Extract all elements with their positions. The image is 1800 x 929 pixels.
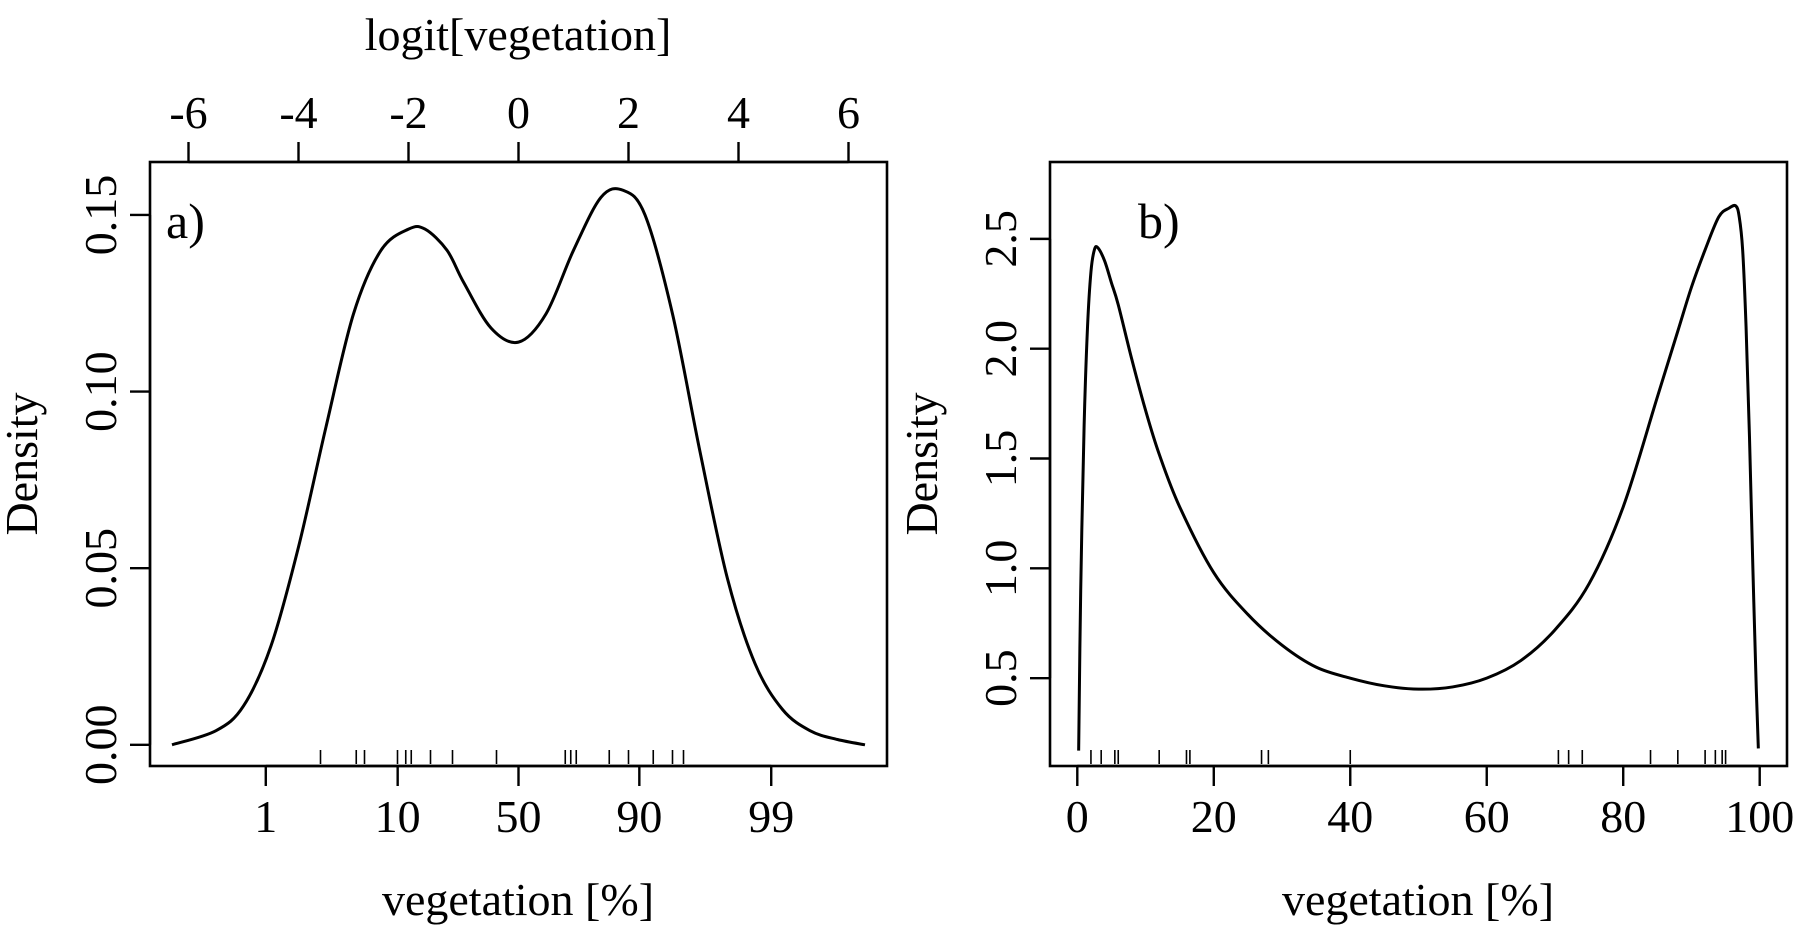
y-tick-label: 2.0 (975, 320, 1026, 378)
x-tick-label: 90 (616, 791, 662, 842)
top-axis-a: -6 -4 -2 0 2 4 6 (169, 87, 860, 164)
rug-b (1090, 750, 1727, 764)
x-axis-title-b: vegetation [%] (1282, 874, 1554, 925)
panel-a: 1 10 50 90 99 -6 -4 -2 0 2 4 6 0.00 0.05 0.10 0.15 a)… (0, 9, 889, 925)
panel-b: 0 20 40 60 80 100 0.5 1.0 1.5 2.0 2.5 b) vegetati… (896, 160, 1794, 925)
x-tick-label: 0 (1066, 791, 1089, 842)
top-tick-label: 4 (727, 87, 750, 138)
plot-frame-b (1048, 160, 1789, 768)
x-tick-label: 100 (1725, 791, 1794, 842)
panel-label-b: b) (1138, 193, 1180, 249)
x-tick-label: 60 (1464, 791, 1510, 842)
y-tick-label: 0.00 (75, 705, 126, 786)
y-axis-b: 0.5 1.0 1.5 2.0 2.5 (975, 210, 1052, 707)
y-axis-title-b: Density (896, 392, 947, 535)
y-tick-label: 0.5 (975, 649, 1026, 707)
x-axis-title-a: vegetation [%] (382, 874, 654, 925)
y-axis-a: 0.00 0.05 0.10 0.15 (75, 175, 152, 786)
panel-label-a: a) (166, 193, 205, 249)
rug-a (319, 750, 685, 764)
y-tick-label: 0.05 (75, 528, 126, 609)
y-tick-label: 1.0 (975, 540, 1026, 598)
x-tick-label: 40 (1327, 791, 1373, 842)
density-curve-a (171, 187, 866, 747)
y-tick-label: 0.10 (75, 351, 126, 432)
x-tick-label: 80 (1600, 791, 1646, 842)
top-tick-label: 0 (507, 87, 530, 138)
x-tick-label: 50 (496, 791, 542, 842)
density-curve-b (1077, 203, 1760, 751)
y-tick-label: 2.5 (975, 210, 1026, 268)
y-axis-title-a: Density (0, 392, 47, 535)
top-tick-label: -2 (389, 87, 427, 138)
x-tick-label: 10 (375, 791, 421, 842)
x-tick-label: 99 (748, 791, 794, 842)
top-tick-label: 6 (837, 87, 860, 138)
y-tick-label: 0.15 (75, 175, 126, 256)
top-tick-label: -4 (279, 87, 317, 138)
top-tick-label: -6 (169, 87, 207, 138)
x-axis-b: 0 20 40 60 80 100 (1066, 764, 1794, 842)
x-tick-label: 20 (1191, 791, 1237, 842)
top-axis-title-a: logit[vegetation] (365, 9, 672, 60)
top-tick-label: 2 (617, 87, 640, 138)
y-tick-label: 1.5 (975, 430, 1026, 488)
x-tick-label: 1 (254, 791, 277, 842)
x-axis-a: 1 10 50 90 99 (254, 764, 794, 842)
